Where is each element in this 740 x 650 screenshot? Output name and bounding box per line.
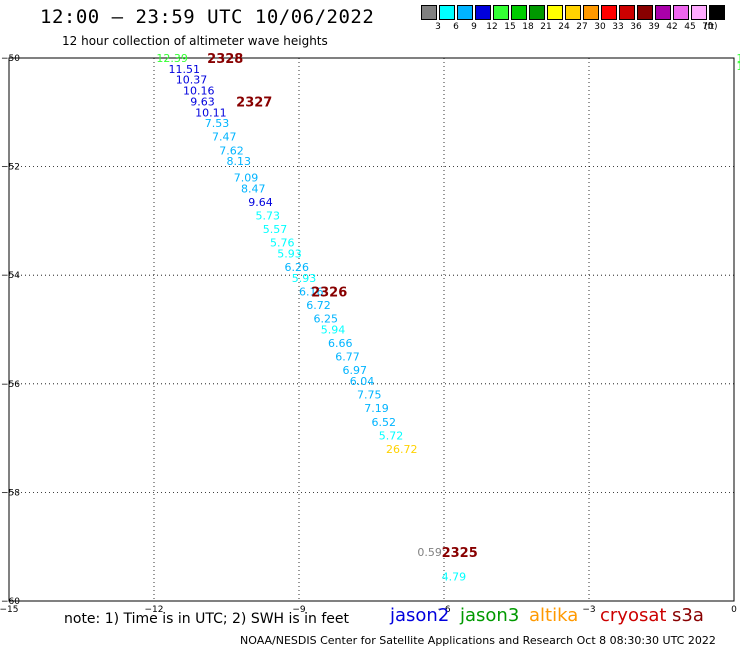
wave-height-label: 5.76 (270, 237, 295, 250)
satellite-s3a: s3a (672, 605, 704, 626)
legend-unit: (ft) (704, 22, 718, 32)
legend-label: 3 (435, 22, 441, 32)
wave-height-label: 6.04 (350, 375, 375, 388)
wave-height-label: 5.57 (263, 223, 288, 236)
legend-label: 36 (630, 22, 642, 32)
wave-height-label: 6.25 (314, 313, 339, 326)
legend-swatch (709, 5, 725, 20)
wave-height-label: 5.93 (292, 272, 317, 285)
wave-height-label: 7.09 (234, 171, 259, 184)
legend-label: 27 (576, 22, 588, 32)
x-tick-label: −3 (582, 605, 595, 615)
legend-swatch (619, 5, 635, 20)
time-label: 2328 (207, 52, 243, 67)
legend-swatch (511, 5, 527, 20)
x-tick-label: −6 (437, 605, 451, 615)
x-tick-label: −15 (0, 605, 19, 615)
legend-label: 15 (504, 22, 516, 32)
legend-swatch (439, 5, 455, 20)
satellite-jason2: jason2 (390, 605, 450, 626)
legend-label: 33 (612, 22, 624, 32)
wave-height-label: 12.39 (156, 52, 188, 65)
legend-swatch (493, 5, 509, 20)
y-tick-label: −52 (1, 163, 20, 173)
legend-label: 9 (471, 22, 477, 32)
legend-label: 70 (702, 22, 714, 32)
legend-swatch (565, 5, 581, 20)
legend-label: 42 (666, 22, 678, 32)
wave-height-label: 5.93 (277, 247, 302, 260)
legend-label: 18 (522, 22, 534, 32)
wave-height-label: 6.26 (285, 261, 310, 274)
legend-swatch (691, 5, 707, 20)
wave-height-label: 7.62 (219, 144, 244, 157)
legend-swatch (655, 5, 671, 20)
legend-label: 45 (684, 22, 696, 32)
legend-swatch (583, 5, 599, 20)
satellite-altika: altika (529, 605, 579, 626)
legend-swatch (421, 5, 437, 20)
wave-height-label: 7.47 (212, 131, 237, 144)
wave-height-label: 6.52 (372, 416, 397, 429)
legend-swatch (475, 5, 491, 20)
y-tick-label: −50 (1, 54, 20, 64)
wave-height-label: 8.13 (227, 155, 252, 168)
legend-swatch (529, 5, 545, 20)
wave-height-label: 6.16 (299, 285, 324, 298)
y-tick-label: −60 (1, 597, 20, 607)
wave-height-label: 6.77 (335, 351, 360, 364)
wave-height-label: 11.51 (169, 63, 201, 76)
legend-label: 30 (594, 22, 606, 32)
page-subtitle: 12 hour collection of altimeter wave hei… (62, 34, 328, 48)
wave-height-label: 10.37 (176, 74, 208, 87)
wave-height-label: 5.73 (256, 209, 281, 222)
y-tick-label: −58 (1, 488, 20, 498)
x-tick-label: 0 (731, 605, 737, 615)
y-tick-label: −54 (1, 271, 20, 281)
wave-height-label: 4.79 (442, 571, 467, 584)
legend-swatch (457, 5, 473, 20)
wave-height-label: 12.3 (736, 52, 740, 65)
wave-height-label: 26.72 (386, 443, 418, 456)
credit-line: NOAA/NESDIS Center for Satellite Applica… (240, 634, 716, 647)
y-tick-label: −56 (1, 380, 20, 390)
legend-label: 39 (648, 22, 660, 32)
legend-label: 6 (453, 22, 459, 32)
wave-height-label: 6.97 (343, 364, 368, 377)
wave-height-label: 7.75 (357, 389, 382, 402)
wave-height-label: 13 (736, 60, 740, 73)
satellite-jason3: jason3 (460, 605, 520, 626)
wave-height-label: 5.94 (321, 324, 346, 337)
wave-height-label: 0.59 (417, 546, 442, 559)
page-title: 12:00 – 23:59 UTC 10/06/2022 (40, 6, 375, 28)
plot-frame (8, 57, 735, 602)
legend-label: 12 (486, 22, 498, 32)
legend-swatch (673, 5, 689, 20)
satellite-cryosat: cryosat (600, 605, 667, 626)
legend-label: 24 (558, 22, 570, 32)
legend-swatch (547, 5, 563, 20)
wave-height-label: 9.63 (190, 95, 215, 108)
legend-swatch (637, 5, 653, 20)
wave-height-label: 5.72 (379, 429, 404, 442)
footer-note: note: 1) Time is in UTC; 2) SWH is in fe… (64, 611, 350, 627)
legend-label: 21 (540, 22, 552, 32)
wave-height-label: 8.47 (241, 182, 266, 195)
wave-height-label: 6.72 (306, 299, 331, 312)
time-label: 2326 (311, 285, 347, 300)
wave-height-label: 10.11 (195, 106, 227, 119)
x-tick-label: −9 (292, 605, 306, 615)
time-label: 2325 (442, 546, 478, 561)
wave-height-label: 6.66 (328, 337, 353, 350)
time-label: 2327 (236, 95, 272, 110)
wave-height-label: 10.16 (183, 85, 215, 98)
wave-height-label: 9.64 (248, 196, 273, 209)
x-tick-label: −12 (145, 605, 164, 615)
wave-height-label: 7.19 (364, 402, 389, 415)
legend-swatch (601, 5, 617, 20)
wave-height-label: 7.53 (205, 117, 230, 130)
